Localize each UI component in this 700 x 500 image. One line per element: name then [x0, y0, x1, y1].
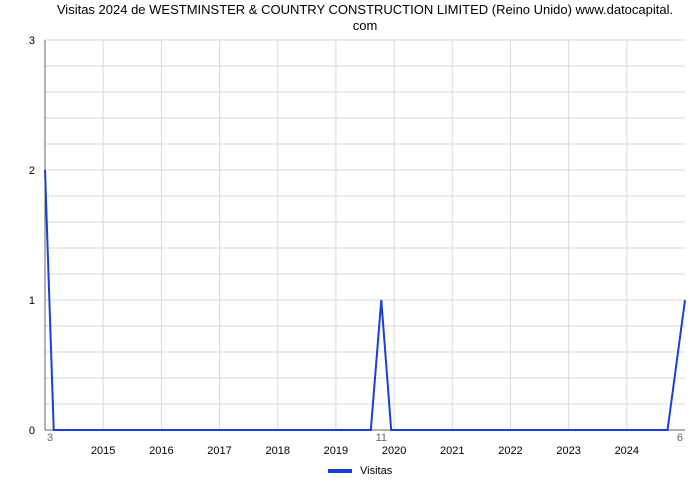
- legend-label: Visitas: [360, 465, 393, 477]
- x-tick-label: 2019: [324, 445, 348, 457]
- x-tick-label: 2023: [556, 445, 580, 457]
- x-tick-label: 2021: [440, 445, 464, 457]
- x-tick-label: 2016: [149, 445, 173, 457]
- y-tick-label: 2: [29, 165, 35, 177]
- chart-title-line1: Visitas 2024 de WESTMINSTER & COUNTRY CO…: [57, 2, 673, 17]
- x-tick-label: 2020: [382, 445, 406, 457]
- x-tick-label: 2017: [207, 445, 231, 457]
- y-tick-label: 0: [29, 425, 35, 437]
- x-tick-label: 2015: [91, 445, 115, 457]
- legend-swatch: [328, 469, 352, 473]
- y-tick-label: 1: [29, 295, 35, 307]
- chart-svg: Visitas 2024 de WESTMINSTER & COUNTRY CO…: [0, 0, 700, 500]
- x-tick-label: 2018: [265, 445, 289, 457]
- baseline-label-right: 6: [677, 432, 683, 444]
- baseline-label-mid: 11: [376, 432, 387, 444]
- chart-title-line2: com: [353, 18, 378, 33]
- x-tick-label: 2022: [498, 445, 522, 457]
- baseline-label-left: 3: [47, 432, 53, 444]
- y-tick-label: 3: [29, 35, 35, 47]
- x-tick-label: 2024: [615, 445, 639, 457]
- chart-container: Visitas 2024 de WESTMINSTER & COUNTRY CO…: [0, 0, 700, 500]
